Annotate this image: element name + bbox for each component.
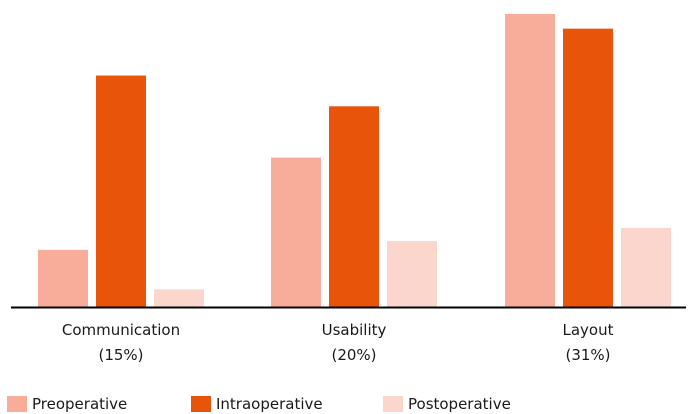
bar-layout-intraoperative bbox=[563, 28, 613, 308]
bar-usability-postoperative bbox=[387, 241, 437, 307]
x-tick-sublabel-layout: (31%) bbox=[565, 346, 610, 364]
x-tick-label-communication: Communication bbox=[62, 321, 180, 339]
bar-layout-postoperative bbox=[621, 227, 671, 307]
legend-label-postoperative: Postoperative bbox=[408, 395, 511, 413]
bar-layout-preoperative bbox=[505, 14, 555, 307]
x-tick-sublabel-usability: (20%) bbox=[331, 346, 376, 364]
x-tick-label-layout: Layout bbox=[563, 321, 614, 339]
legend-item-preoperative: Preoperative bbox=[7, 394, 127, 414]
bars-layer bbox=[38, 14, 671, 308]
bar-communication-intraoperative bbox=[96, 75, 146, 307]
legend-swatch-preoperative bbox=[7, 396, 27, 412]
x-tick-label-usability: Usability bbox=[322, 321, 387, 339]
x-tick-sublabel-communication: (15%) bbox=[98, 346, 143, 364]
legend-label-preoperative: Preoperative bbox=[32, 395, 128, 413]
bar-communication-preoperative bbox=[38, 249, 88, 307]
bar-chart: Communication (15%) Usability (20%) Layout (3… bbox=[11, 14, 686, 364]
legend-item-intraoperative: Intraoperative bbox=[191, 394, 323, 414]
bar-usability-intraoperative bbox=[329, 106, 379, 307]
legend-label-intraoperative: Intraoperative bbox=[216, 395, 323, 413]
legend-swatch-postoperative bbox=[383, 396, 403, 412]
bar-usability-preoperative bbox=[271, 157, 321, 307]
legend-swatch-intraoperative bbox=[191, 396, 211, 412]
legend: Preoperative Intraoperative Postoperative bbox=[0, 394, 691, 414]
bar-communication-postoperative bbox=[154, 289, 204, 307]
legend-item-postoperative: Postoperative bbox=[383, 394, 511, 414]
x-tick-labels: Communication (15%) Usability (20%) Layout (3… bbox=[62, 321, 614, 364]
